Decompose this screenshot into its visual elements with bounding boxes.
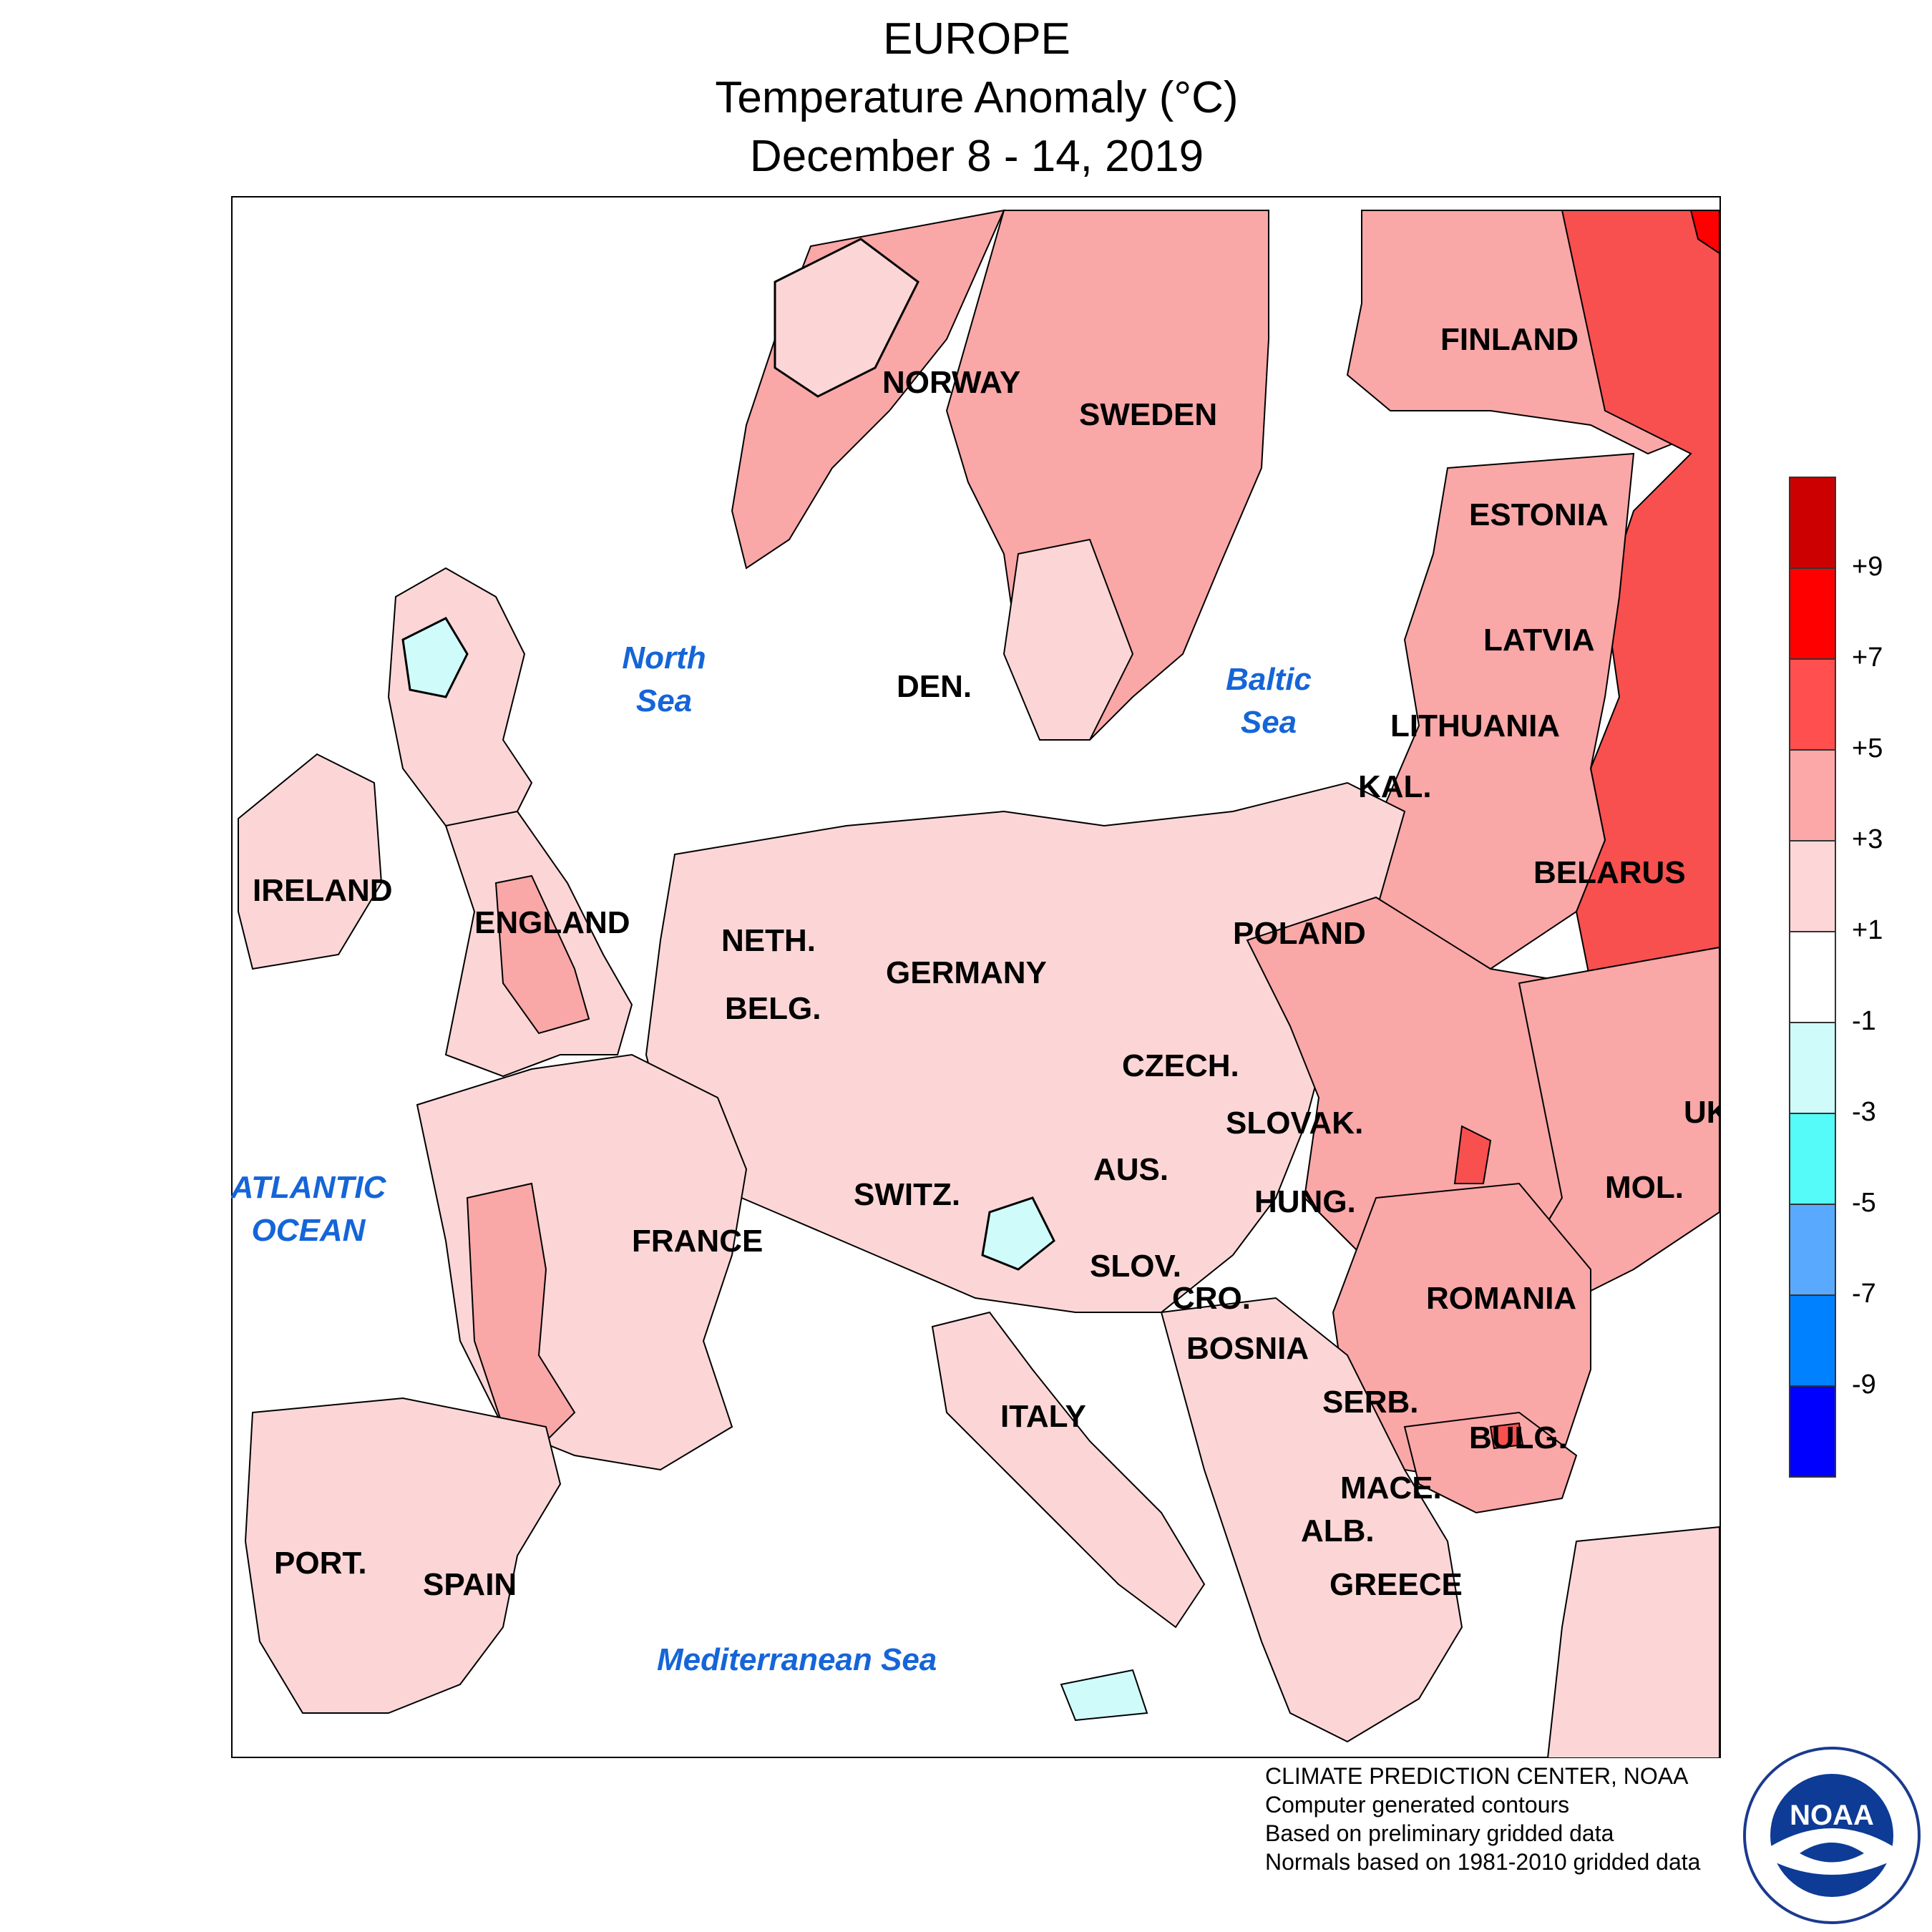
land-russia-warm-tip: [1689, 210, 1720, 255]
legend-swatch: [1789, 1205, 1836, 1296]
color-legend: [1789, 477, 1836, 1478]
legend-swatch: [1789, 477, 1836, 569]
label-romania: ROMANIA: [1426, 1281, 1576, 1316]
legend-tick-label: -3: [1852, 1097, 1876, 1127]
label-north-sea-2: Sea: [636, 683, 692, 718]
label-atlantic-2: OCEAN: [252, 1213, 366, 1248]
land-sicily-cold: [1060, 1669, 1148, 1722]
land-norway-mild: [774, 238, 919, 398]
legend-swatch: [1789, 1296, 1836, 1387]
label-finland: FINLAND: [1440, 322, 1579, 357]
label-ireland: IRELAND: [253, 873, 393, 908]
legend-swatch: [1789, 569, 1836, 660]
label-bulgaria: BULG.: [1469, 1420, 1567, 1455]
label-bosnia: BOSNIA: [1186, 1331, 1309, 1366]
label-austria: AUS.: [1093, 1152, 1169, 1187]
land-romania-hot: [1453, 1125, 1492, 1184]
legend-swatch: [1789, 1023, 1836, 1114]
title-dates: December 8 - 14, 2019: [749, 132, 1204, 181]
label-portugal: PORT.: [274, 1546, 367, 1581]
legend-tick-label: +1: [1852, 915, 1883, 945]
title-variable: Temperature Anomaly (°C): [715, 73, 1239, 122]
label-kaliningrad: KAL.: [1358, 769, 1432, 804]
label-england: ENGLAND: [474, 905, 630, 940]
land-scotland-cold: [401, 617, 469, 698]
credit-line-2: Computer generated contours: [1265, 1792, 1570, 1818]
land-turkey-west: [1546, 1526, 1720, 1758]
label-hungary: HUNG.: [1254, 1184, 1356, 1219]
credit-block: CLIMATE PREDICTION CENTER, NOAA Computer…: [1265, 1762, 1700, 1876]
label-germany: GERMANY: [886, 955, 1047, 990]
svg-text:NOAA: NOAA: [1790, 1800, 1874, 1831]
label-spain: SPAIN: [423, 1567, 517, 1602]
credit-line-3: Based on preliminary gridded data: [1265, 1820, 1614, 1846]
legend-tick-label: +3: [1852, 824, 1883, 854]
label-atlantic-1: ATLANTIC: [231, 1170, 387, 1205]
legend-swatch: [1789, 1387, 1836, 1478]
legend-swatch: [1789, 660, 1836, 751]
label-lithuania: LITHUANIA: [1390, 708, 1560, 743]
label-poland: POLAND: [1233, 916, 1366, 951]
label-north-sea-1: North: [622, 640, 706, 675]
label-norway: NORWAY: [882, 365, 1020, 400]
label-netherlands: NETH.: [721, 923, 816, 958]
legend-tick-label: +9: [1852, 552, 1883, 582]
legend-swatch: [1789, 751, 1836, 841]
label-belarus: BELARUS: [1533, 855, 1686, 890]
land-iberia: [244, 1397, 562, 1714]
land-england-warm: [494, 874, 590, 1035]
label-serbia: SERB.: [1322, 1385, 1418, 1420]
legend-swatch: [1789, 841, 1836, 932]
legend-tick-label: -5: [1852, 1188, 1876, 1218]
label-mediterranean: Mediterranean Sea: [657, 1642, 937, 1677]
map-title: EUROPE Temperature Anomaly (°C) December…: [0, 10, 1932, 186]
label-denmark: DEN.: [897, 669, 972, 704]
label-moldova: MOL.: [1605, 1170, 1684, 1205]
credit-line-1: CLIMATE PREDICTION CENTER, NOAA: [1265, 1763, 1689, 1789]
label-czech: CZECH.: [1122, 1048, 1239, 1083]
noaa-logo: NOAA: [1743, 1747, 1921, 1924]
legend-tick-label: -7: [1852, 1279, 1876, 1309]
land-bulgaria-warm: [1403, 1411, 1578, 1514]
label-macedonia: MACE.: [1340, 1470, 1442, 1506]
land-alps-cold: [981, 1196, 1055, 1271]
land-france-warm: [466, 1182, 576, 1457]
label-france: FRANCE: [632, 1224, 763, 1259]
label-slovenia: SLOV.: [1090, 1249, 1181, 1284]
label-estonia: ESTONIA: [1469, 497, 1609, 532]
label-switzerland: SWITZ.: [854, 1177, 960, 1212]
land-ireland: [238, 753, 383, 970]
legend-swatch: [1789, 932, 1836, 1023]
legend-tick-label: +5: [1852, 733, 1883, 763]
land-bulgaria-hot: [1489, 1422, 1524, 1450]
legend-tick-label: -9: [1852, 1370, 1876, 1400]
land-balkans: [1160, 1297, 1463, 1743]
label-baltic-sea-1: Baltic: [1226, 662, 1312, 697]
label-sweden: SWEDEN: [1079, 397, 1217, 432]
label-slovakia: SLOVAK.: [1226, 1106, 1363, 1141]
legend-tick-label: +7: [1852, 643, 1883, 673]
land-italy: [931, 1311, 1206, 1629]
label-belgium: BELG.: [725, 991, 821, 1026]
legend-swatch: [1789, 1114, 1836, 1205]
title-region: EUROPE: [883, 14, 1070, 64]
label-albania: ALB.: [1301, 1513, 1375, 1548]
label-croatia: CRO.: [1172, 1281, 1251, 1316]
land-ukraine: [1518, 946, 1720, 1299]
label-italy: ITALY: [1000, 1399, 1086, 1434]
land-sweden-south: [1002, 538, 1134, 741]
label-ukraine: UK: [1684, 1095, 1721, 1130]
legend-tick-label: -1: [1852, 1006, 1876, 1036]
label-latvia: LATVIA: [1483, 623, 1595, 658]
label-greece: GREECE: [1330, 1567, 1463, 1602]
anomaly-map: FINLAND NORWAY SWEDEN ESTONIA LATVIA DEN…: [231, 196, 1721, 1758]
credit-line-4: Normals based on 1981-2010 gridded data: [1265, 1849, 1701, 1875]
label-baltic-sea-2: Sea: [1241, 705, 1297, 740]
